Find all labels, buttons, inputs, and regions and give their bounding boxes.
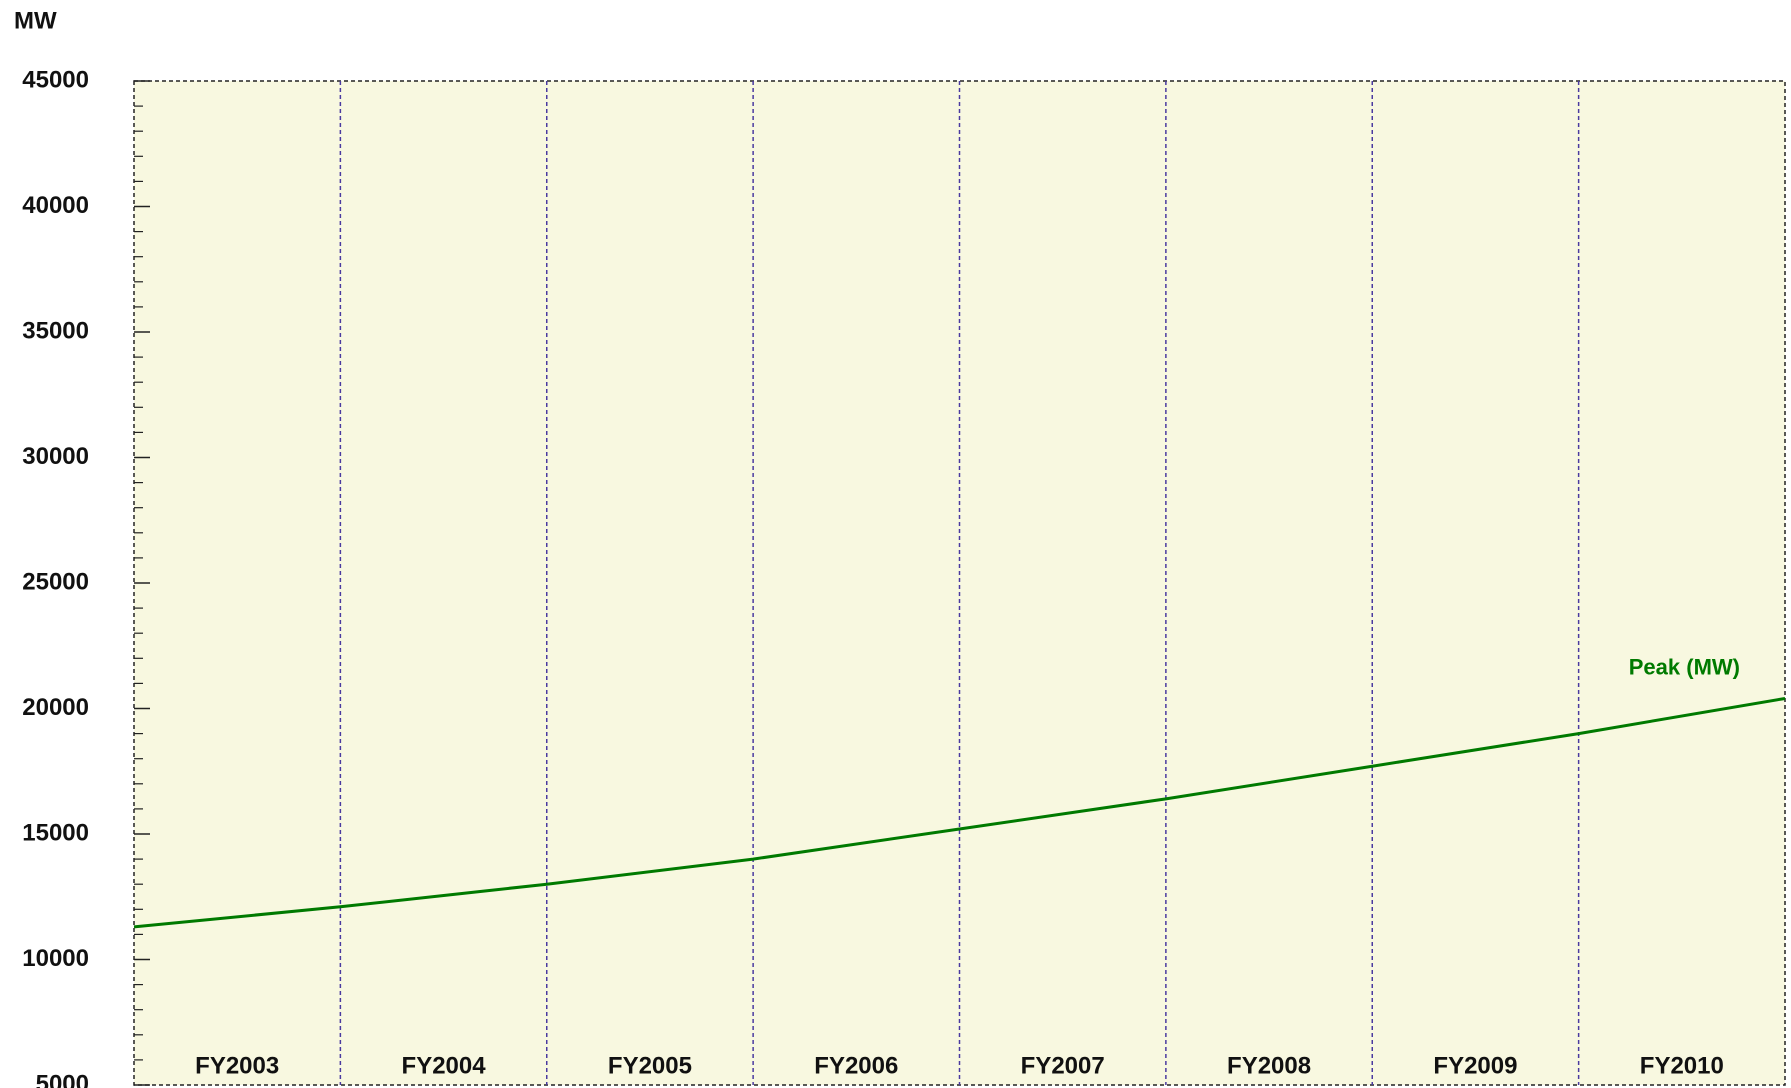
y-tick-label: 40000	[22, 192, 89, 219]
line	[133, 696, 1786, 929]
y-tick-label: 15000	[22, 819, 89, 846]
y-tick-label: 25000	[22, 568, 89, 595]
x-tick-label: FY2007	[1021, 1052, 1105, 1079]
y-tick-label: 30000	[22, 443, 89, 470]
x-tick-label: FY2004	[402, 1052, 487, 1079]
series-label: Peak (MW)	[1629, 654, 1740, 679]
x-tick-label: FY2003	[195, 1052, 279, 1079]
y-tick-label: 20000	[22, 694, 89, 721]
x-tick-label: FY2010	[1640, 1052, 1724, 1079]
y-tick-label: 45000	[22, 66, 89, 93]
x-tick-label: FY2005	[608, 1052, 692, 1079]
y-axis-label: MW	[14, 7, 57, 34]
y-tick-label: 35000	[22, 317, 89, 344]
y-tick-label: 10000	[22, 945, 89, 972]
x-tick-label: FY2009	[1433, 1052, 1517, 1079]
y-tick-label: 5000	[36, 1070, 89, 1088]
x-tick-label: FY2006	[814, 1052, 898, 1079]
x-tick-label: FY2008	[1227, 1052, 1311, 1079]
